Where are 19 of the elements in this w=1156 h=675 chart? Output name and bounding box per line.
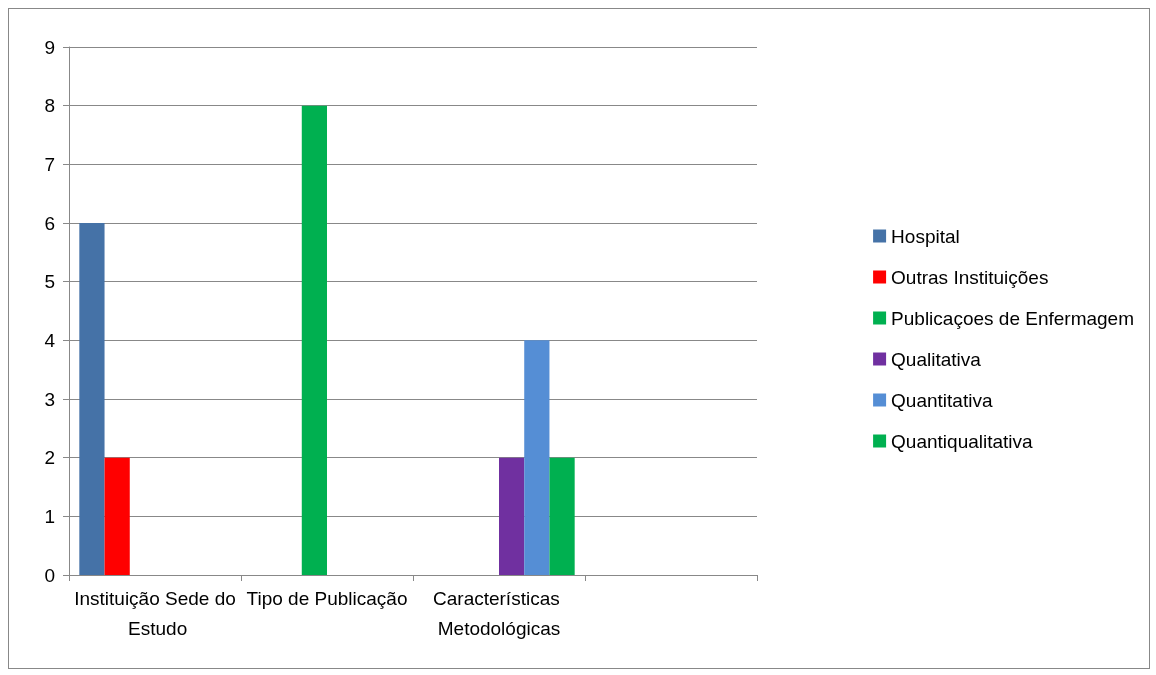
y-tick-label: 7: [44, 153, 55, 175]
y-tick-label: 1: [44, 505, 55, 527]
x-tick-label: Características Metodológicas: [433, 587, 565, 639]
y-tick-label: 9: [44, 36, 55, 58]
y-tick-label: 5: [44, 271, 55, 293]
y-tick-label: 4: [44, 329, 56, 351]
y-tick-label: 2: [44, 447, 55, 469]
legend-label: Quantitativa: [891, 389, 993, 411]
y-tick-label: 3: [44, 388, 55, 410]
y-tick-label: 8: [44, 95, 55, 117]
x-tick-label: Tipo de Publicação: [246, 587, 408, 609]
legend-label: Quantiqualitativa: [891, 430, 1034, 452]
legend-label: Publicaçoes de Enfermagem: [891, 307, 1135, 329]
legend-label: Outras Instituições: [891, 266, 1049, 288]
x-tick-label: Instituição Sede do Estudo: [74, 587, 236, 639]
y-tick-label: 0: [44, 564, 55, 586]
y-tick-label: 6: [44, 212, 55, 234]
legend-label: Hospital: [891, 225, 960, 247]
legend-label: Qualitativa: [891, 348, 982, 370]
